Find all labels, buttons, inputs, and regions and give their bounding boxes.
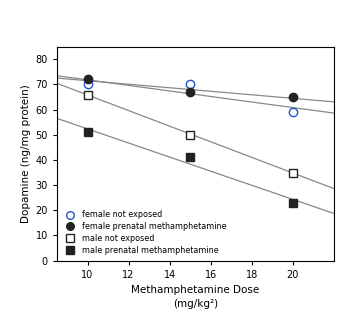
Legend: female not exposed, female prenatal methamphetamine, male not exposed, male pren: female not exposed, female prenatal meth…	[61, 209, 228, 257]
Y-axis label: Dopamine (ng/mg protein): Dopamine (ng/mg protein)	[21, 84, 31, 223]
X-axis label: Methamphetamine Dose
(mg/kg²): Methamphetamine Dose (mg/kg²)	[131, 285, 260, 309]
Text: Effect of Prenatal Exposure to
Methamphetamine on Striatal Dopamine
Levels of Ma: Effect of Prenatal Exposure to Methamphe…	[54, 30, 301, 70]
